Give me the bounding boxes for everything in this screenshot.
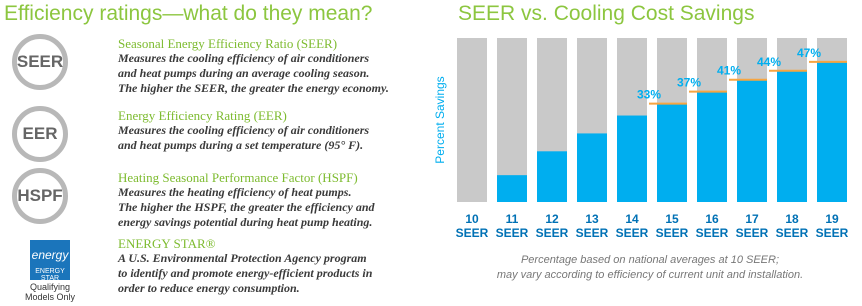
x-tick-label: 18 SEER [775,212,809,240]
rating-description: Measures the cooling efficiency of air c… [118,51,370,65]
logo-word: energy [31,248,69,262]
rating-description: The higher the SEER, the greater the ene… [118,81,389,95]
logo-caption: Qualifying [29,282,71,292]
bar [497,175,527,202]
value-label: 33% [637,88,661,102]
rating-description: order to reduce energy consumption. [118,281,300,295]
value-label: 47% [797,46,821,60]
rating-badge: SEER [12,34,68,90]
bar [537,151,567,202]
rating-heading: Energy Efficiency Rating (EER) [118,108,287,123]
x-tick-label: 14 SEER [615,212,649,240]
bar-background [457,38,487,202]
y-axis-label: Percent Savings [433,76,447,163]
rating-heading: Heating Seasonal Performance Factor (HSP… [118,170,358,185]
rating-badge: HSPF [12,168,68,224]
bar [817,61,847,202]
footnote: Percentage based on national averages at… [520,254,780,266]
x-tick-label: 10 SEER [455,212,489,240]
x-tick-label: 17 SEER [735,212,769,240]
bar [617,115,647,202]
x-tick-label: 13 SEER [575,212,609,240]
bar [697,91,727,202]
rating-badge: EER [12,106,68,162]
value-label: 44% [757,55,781,69]
bar [777,70,807,202]
bar-background [497,38,527,202]
energy-star-logo: energy ENERGY STAR [30,240,70,282]
x-tick-label: 15 SEER [655,212,689,240]
x-tick-label: 11 SEER [495,212,529,240]
value-label: 37% [677,76,701,90]
rating-description: and heat pumps during a set temperature … [118,138,364,152]
bar [737,79,767,202]
rating-description: Measures the cooling efficiency of air c… [118,123,370,137]
footnote: may vary according to efficiency of curr… [496,269,804,281]
bar [657,103,687,202]
rating-description: Measures the heating efficiency of heat … [118,185,352,199]
x-tick-label: 12 SEER [535,212,569,240]
x-tick-label: 19 SEER [815,212,849,240]
rating-description: and heat pumps during an average cooling… [118,66,370,80]
rating-heading: Seasonal Energy Efficiency Ratio (SEER) [118,36,338,51]
x-tick-label: 16 SEER [695,212,729,240]
rating-description: The higher the HSPF, the greater the eff… [118,200,375,214]
chart-title: SEER vs. Cooling Cost Savings [458,2,755,25]
value-label: 41% [717,64,741,78]
logo-caption: Models Only [24,292,76,302]
rating-heading: ENERGY STAR® [118,236,216,251]
rating-description: to identify and promote energy-efficient… [118,266,373,280]
rating-description: energy savings potential during heat pum… [118,215,373,229]
left-title: Efficiency ratings—what do they mean? [4,2,373,25]
rating-description: A U.S. Environmental Protection Agency p… [118,251,367,265]
bar [577,133,607,202]
logo-sub: ENERGY STAR [35,268,65,282]
